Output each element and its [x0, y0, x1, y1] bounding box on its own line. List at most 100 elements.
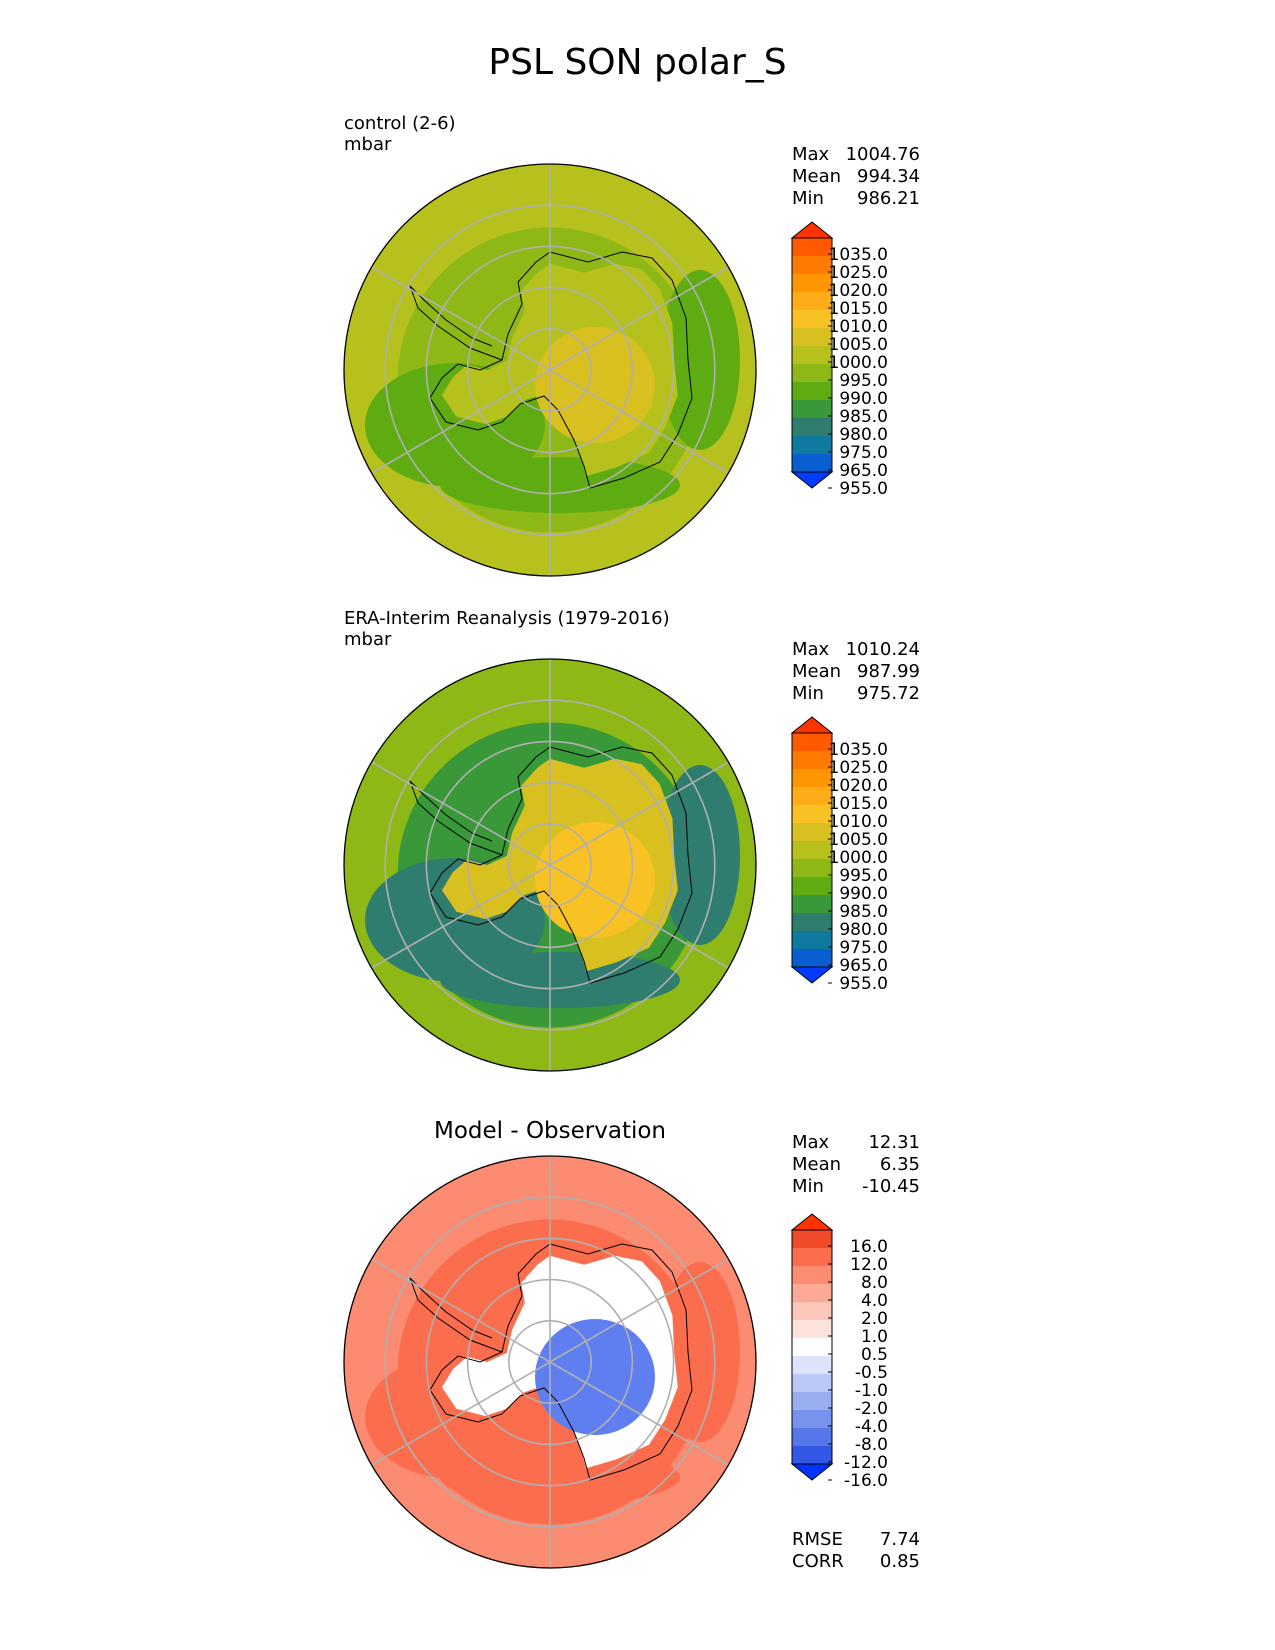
meridian-line: [549, 369, 729, 474]
colorbar-tick-label: 985.0: [839, 902, 888, 922]
colorbar-reference: 1035.01025.01020.01015.01010.01005.01000…: [790, 716, 888, 994]
figure-title: PSL SON polar_S: [488, 42, 787, 83]
colorbar-bin: [792, 841, 832, 859]
panel-test-units: mbar: [344, 134, 392, 155]
stat-mean-label: Mean: [792, 1154, 842, 1175]
meridian-line: [549, 761, 729, 866]
colorbar-bin: [792, 913, 832, 931]
colorbar-bin: [792, 400, 832, 418]
panel-test-stats: Max 1004.76 Mean 994.34 Min 986.21: [792, 144, 920, 210]
colorbar-bin: [792, 454, 832, 472]
colorbar-bin: [792, 1320, 832, 1338]
colorbar-bin: [792, 895, 832, 913]
stat-min-label: Min: [792, 1176, 824, 1197]
colorbar-bin: [792, 1374, 832, 1392]
colorbar-bin: [792, 1428, 832, 1446]
colorbar-tick-label: 1010.0: [829, 317, 888, 337]
colorbar-tick-label: 975.0: [839, 443, 888, 463]
colorbar-bin: [792, 949, 832, 967]
colorbar-tick-label: 990.0: [839, 389, 888, 409]
colorbar-tick-label: 1025.0: [829, 263, 888, 283]
stat-mean-value: 6.35: [879, 1154, 920, 1175]
colorbar-bin: [792, 1284, 832, 1302]
colorbar-tick-label: 975.0: [839, 938, 888, 958]
colorbar-tick-label: 2.0: [861, 1309, 888, 1329]
colorbar-bin: [792, 733, 832, 751]
difference-metrics: RMSE 7.74 CORR 0.85: [792, 1529, 920, 1573]
rmse-label: RMSE: [792, 1529, 843, 1550]
meridian-line: [549, 266, 729, 371]
colorbar-extend-max: [790, 221, 834, 239]
peninsula-coastline: [409, 780, 503, 856]
colorbar-bin: [792, 859, 832, 877]
colorbar-tick-label: 955.0: [839, 974, 888, 994]
colorbar-tick-label: 1035.0: [829, 245, 888, 265]
colorbar-extend-min: [790, 1463, 834, 1481]
meridian-line: [371, 761, 551, 866]
panel-reference-name: ERA-Interim Reanalysis (1979-2016): [344, 608, 670, 629]
panel-reference-units: mbar: [344, 629, 392, 650]
colorbar-bin: [792, 1266, 832, 1284]
meridian-line: [371, 1361, 551, 1466]
colorbar-bin: [792, 769, 832, 787]
colorbar-bin: [792, 823, 832, 841]
stat-max-value: 1010.24: [845, 639, 920, 660]
field-low-east: [660, 765, 740, 945]
colorbar-tick-label: 1020.0: [829, 281, 888, 301]
colorbar-bin: [792, 364, 832, 382]
colorbar-tick-label: 985.0: [839, 407, 888, 427]
meridian-line: [549, 1258, 729, 1363]
colorbar-tick-label: 1000.0: [829, 848, 888, 868]
stat-max-label: Max: [792, 1132, 830, 1153]
colorbar-tick-label: 1025.0: [829, 758, 888, 778]
meridian-line: [549, 1361, 729, 1466]
colorbar-tick-label: 1010.0: [829, 812, 888, 832]
colorbar-bin: [792, 310, 832, 328]
colorbar-difference: 16.012.08.04.02.01.00.5-0.5-1.0-2.0-4.0-…: [790, 1213, 888, 1491]
peninsula-coastline: [409, 1277, 503, 1353]
colorbar-frame: [791, 237, 833, 473]
colorbar-bin: [792, 328, 832, 346]
colorbar-bin: [792, 877, 832, 895]
colorbar-tick-label: 980.0: [839, 920, 888, 940]
colorbar-bin: [792, 346, 832, 364]
stat-min-label: Min: [792, 188, 824, 209]
colorbar-bin: [792, 1302, 832, 1320]
coastline: [429, 746, 693, 984]
colorbar-bin: [792, 1446, 832, 1464]
stat-max-value: 12.31: [868, 1132, 920, 1153]
colorbar-tick-label: 995.0: [839, 866, 888, 886]
colorbar-tick-label: 1.0: [861, 1327, 888, 1347]
colorbar-tick-label: 1005.0: [829, 335, 888, 355]
coastline: [429, 1243, 693, 1481]
colorbar-bin: [792, 931, 832, 949]
map-boundary: [343, 163, 757, 577]
colorbar-tick-label: 980.0: [839, 425, 888, 445]
map-panel-difference: [343, 1155, 757, 1569]
colorbar-tick-label: 16.0: [850, 1237, 888, 1257]
meridian-line: [371, 864, 551, 969]
colorbar-bin: [792, 238, 832, 256]
map-boundary: [343, 658, 757, 1072]
colorbar-bin: [792, 787, 832, 805]
colorbar-tick-label: 1005.0: [829, 830, 888, 850]
panel-difference-stats: Max 12.31 Mean 6.35 Min -10.45: [792, 1132, 920, 1198]
colorbar-tick-label: 1000.0: [829, 353, 888, 373]
colorbar-tick-label: 995.0: [839, 371, 888, 391]
field-low-east: [660, 270, 740, 450]
difference-title: Model - Observation: [433, 1118, 667, 1144]
colorbar-tick-label: -16.0: [844, 1471, 888, 1491]
colorbar-bin: [792, 805, 832, 823]
corr-value: 0.85: [879, 1551, 920, 1572]
colorbar-tick-label: 1015.0: [829, 794, 888, 814]
colorbar-bin: [792, 1356, 832, 1374]
colorbar-bin: [792, 1248, 832, 1266]
colorbar-extend-max: [790, 716, 834, 734]
colorbar-frame: [791, 1229, 833, 1465]
colorbar-bin: [792, 292, 832, 310]
colorbar-tick-label: -0.5: [855, 1363, 888, 1383]
colorbar-tick-label: 955.0: [839, 479, 888, 499]
colorbar-bin: [792, 1410, 832, 1428]
panel-test-name: control (2-6): [344, 113, 456, 134]
